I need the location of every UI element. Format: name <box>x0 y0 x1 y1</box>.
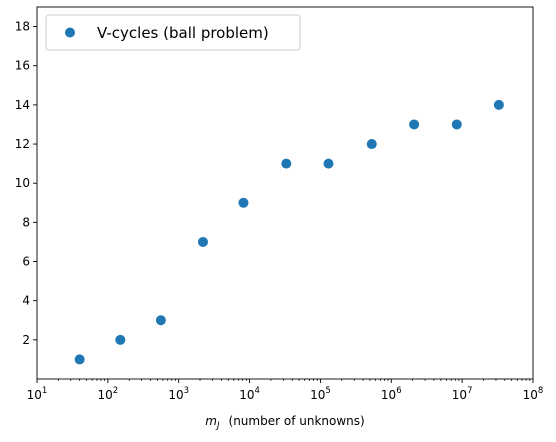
axes-frame <box>36 6 534 380</box>
legend-marker <box>65 27 75 38</box>
y-tick-label: 4 <box>22 294 30 308</box>
y-tick-label: 10 <box>15 176 30 190</box>
legend: V-cycles (ball problem) <box>45 14 301 51</box>
x-axis-label: mJ (number of unknowns) <box>205 414 364 431</box>
x-axis-ticks: 101 102 103 104 105 106 107 108 <box>27 379 544 402</box>
data-point <box>74 354 85 365</box>
data-point <box>409 119 420 130</box>
y-tick-label: 12 <box>15 137 30 151</box>
data-point <box>197 236 208 247</box>
y-tick-label: 14 <box>15 98 30 112</box>
y-tick-label: 6 <box>22 255 30 269</box>
data-point <box>155 315 166 326</box>
x-tick-label: 103 <box>168 386 189 402</box>
x-tick-label: 101 <box>27 386 48 402</box>
data-point <box>493 99 504 110</box>
x-axis-label-text: (number of unknowns) <box>229 414 365 428</box>
data-point <box>281 158 292 169</box>
x-tick-label: 108 <box>523 386 544 402</box>
x-tick-label: 102 <box>98 386 119 402</box>
y-tick-label: 2 <box>22 333 30 347</box>
legend-box <box>45 14 301 51</box>
legend-label: V-cycles (ball problem) <box>97 24 269 42</box>
y-tick-label: 18 <box>15 20 30 34</box>
data-point <box>238 197 249 208</box>
x-axis-label-subscript: J <box>215 421 220 431</box>
x-tick-label: 107 <box>452 386 473 402</box>
x-tick-label: 104 <box>239 386 260 402</box>
x-tick-label: 106 <box>381 386 402 402</box>
x-tick-label: 105 <box>310 386 331 402</box>
x-axis-label-symbol: m <box>205 414 217 428</box>
y-tick-label: 16 <box>15 59 30 73</box>
data-points <box>74 99 504 365</box>
data-point <box>451 119 462 130</box>
plot-area <box>37 7 533 379</box>
data-point <box>366 139 377 150</box>
data-point <box>323 158 334 169</box>
data-point <box>115 334 126 345</box>
y-tick-label: 8 <box>22 215 30 229</box>
y-axis-ticks: 2 4 6 8 10 12 14 16 18 <box>15 20 37 347</box>
